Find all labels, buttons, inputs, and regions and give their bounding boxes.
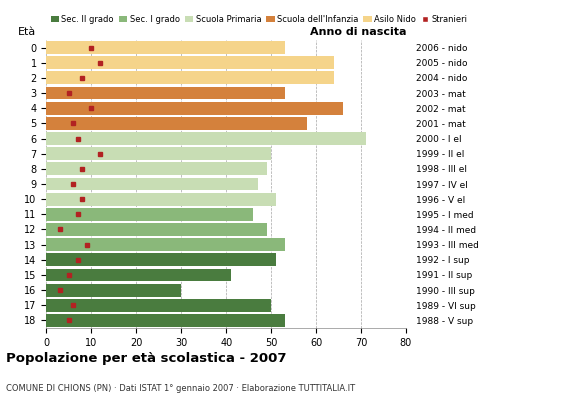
Bar <box>46 238 285 251</box>
Bar <box>46 56 334 69</box>
Bar <box>46 87 285 100</box>
Bar <box>46 72 334 84</box>
Bar <box>46 268 231 281</box>
Bar <box>46 223 267 236</box>
Bar <box>46 284 181 296</box>
Bar <box>46 41 285 54</box>
Text: Anno di nascita: Anno di nascita <box>310 27 406 37</box>
Bar <box>46 253 275 266</box>
Bar <box>46 102 343 115</box>
Bar <box>46 117 307 130</box>
Bar <box>46 162 267 175</box>
Bar <box>46 178 258 190</box>
Legend: Sec. II grado, Sec. I grado, Scuola Primaria, Scuola dell'Infanzia, Asilo Nido, : Sec. II grado, Sec. I grado, Scuola Prim… <box>50 15 468 24</box>
Bar <box>46 193 275 206</box>
Text: COMUNE DI CHIONS (PN) · Dati ISTAT 1° gennaio 2007 · Elaborazione TUTTITALIA.IT: COMUNE DI CHIONS (PN) · Dati ISTAT 1° ge… <box>6 384 355 393</box>
Bar <box>46 299 271 312</box>
Bar <box>46 314 285 327</box>
Bar <box>46 132 365 145</box>
Bar <box>46 147 271 160</box>
Bar <box>46 208 253 221</box>
Text: Popolazione per età scolastica - 2007: Popolazione per età scolastica - 2007 <box>6 352 287 365</box>
Text: Età: Età <box>17 27 36 37</box>
